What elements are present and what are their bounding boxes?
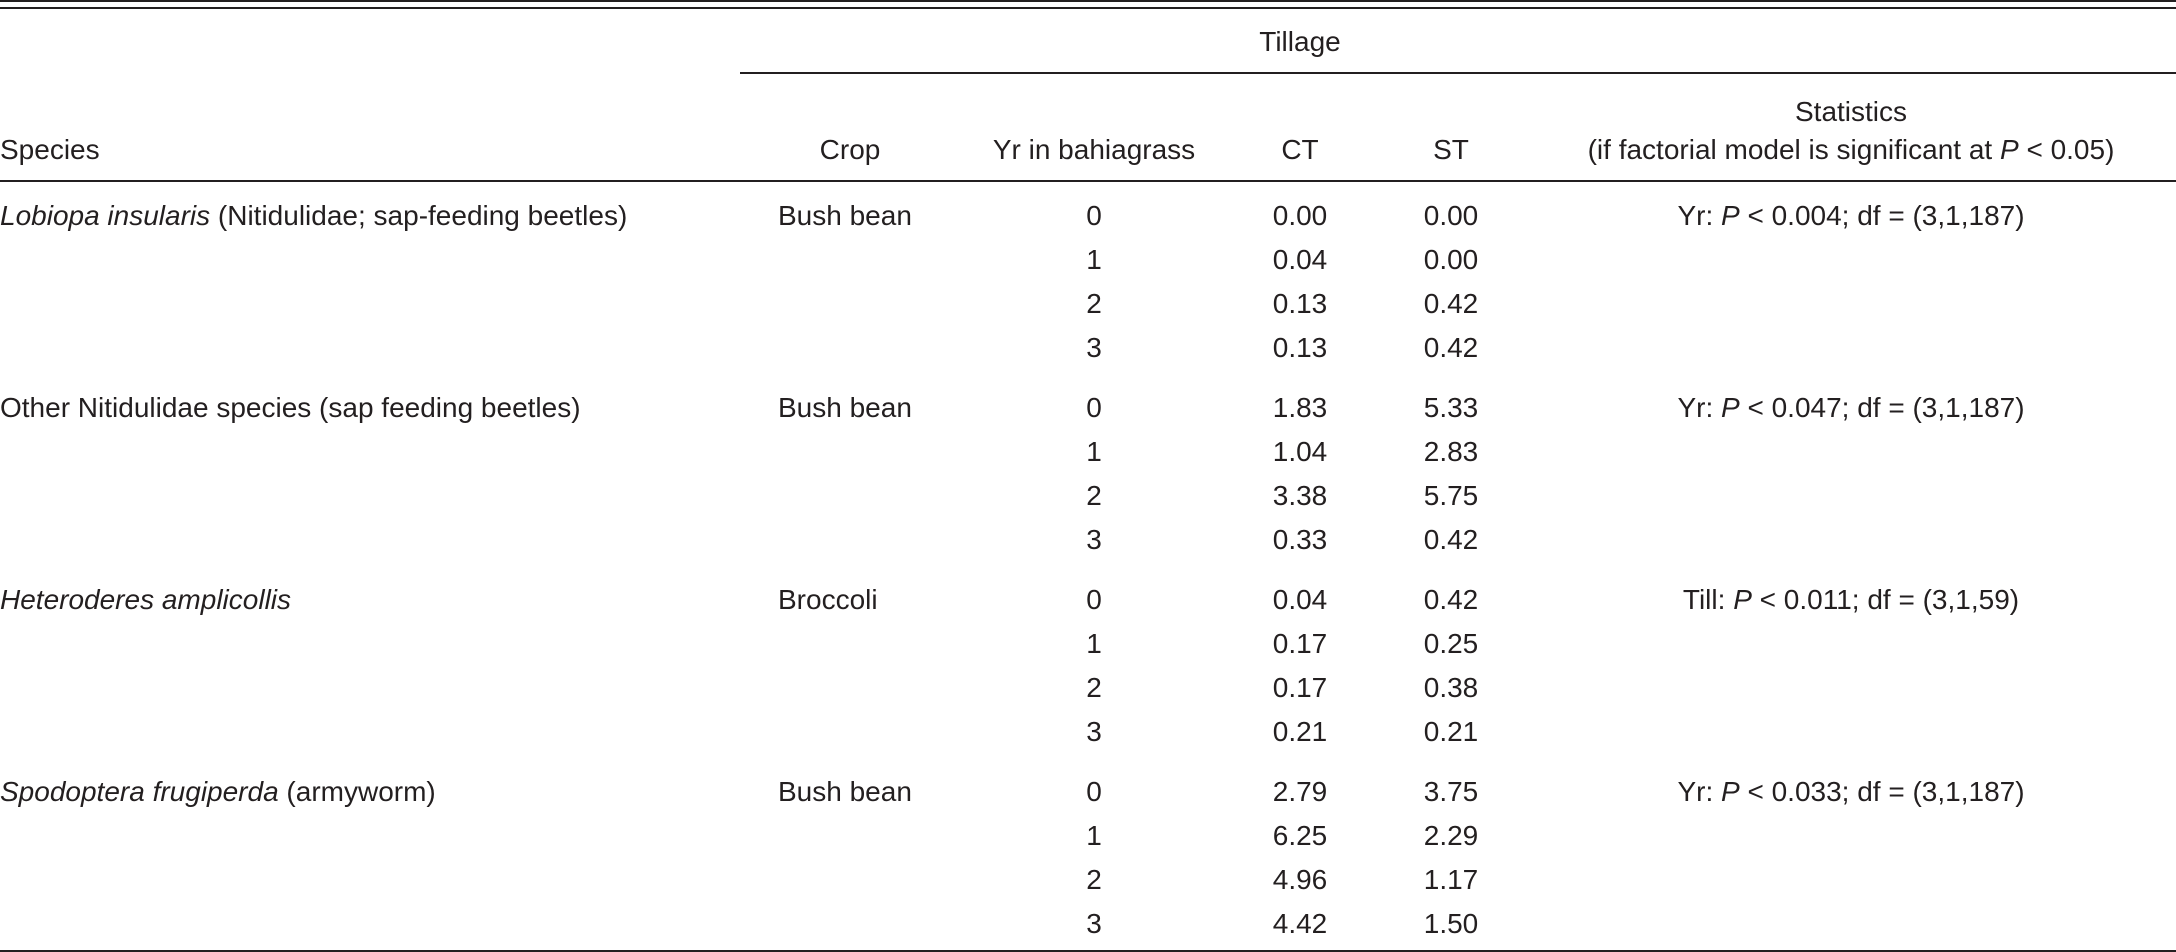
tillage-header: Tillage — [1259, 26, 1341, 57]
st-cell: 0.42 — [1423, 524, 1479, 555]
yr-cell: 2 — [1086, 672, 1102, 703]
yr-cell: 1 — [1086, 244, 1102, 275]
yr-cell: 0 — [1086, 776, 1102, 807]
crop-name: Broccoli — [778, 584, 878, 615]
st-cell: 0.38 — [1423, 672, 1479, 703]
st-cell: 0.21 — [1423, 716, 1479, 747]
yr-cell: 1 — [1086, 436, 1102, 467]
st-cell: 0.42 — [1423, 584, 1479, 615]
st-cell: 0.00 — [1423, 200, 1479, 231]
yr-cell: 0 — [1086, 584, 1102, 615]
statistics-result: Yr: P < 0.004; df = (3,1,187) — [1677, 200, 2025, 231]
ct-cell: 3.38 — [1272, 480, 1328, 511]
tillage-spanner-rule — [740, 72, 2176, 74]
ct-cell: 2.79 — [1272, 776, 1328, 807]
st-cell: 1.50 — [1423, 908, 1479, 939]
st-cell: 0.25 — [1423, 628, 1479, 659]
species-name: Spodoptera frugiperda (armyworm) — [0, 776, 436, 807]
species-name: Heteroderes amplicollis — [0, 584, 292, 615]
ct-cell: 0.04 — [1272, 244, 1328, 275]
statistics-column-subheader: (if factorial model is significant at P … — [1587, 134, 2115, 165]
ct-cell: 4.96 — [1272, 864, 1328, 895]
statistics-column-header: Statistics — [1794, 96, 1908, 127]
crop-name: Bush bean — [778, 200, 912, 231]
top-rule-outer — [0, 0, 2176, 2]
table-row: 0 2.79 3.75 — [0, 776, 2176, 820]
statistics-result: Yr: P < 0.047; df = (3,1,187) — [1677, 392, 2025, 423]
yr-cell: 1 — [1086, 628, 1102, 659]
header-rule — [0, 180, 2176, 182]
yr-cell: 3 — [1086, 908, 1102, 939]
statistics-result: Till: P < 0.011; df = (3,1,59) — [1682, 584, 2020, 615]
crop-column-header: Crop — [819, 134, 881, 165]
table-row: 1 6.25 2.29 — [0, 820, 2176, 864]
yr-cell: 3 — [1086, 716, 1102, 747]
yr-cell: 2 — [1086, 480, 1102, 511]
yr-cell: 2 — [1086, 288, 1102, 319]
yr-cell: 3 — [1086, 524, 1102, 555]
ct-cell: 0.17 — [1272, 672, 1328, 703]
ct-cell: 0.04 — [1272, 584, 1328, 615]
ct-cell: 0.21 — [1272, 716, 1328, 747]
statistics-result: Yr: P < 0.033; df = (3,1,187) — [1677, 776, 2025, 807]
table-row: 0 1.83 5.33 — [0, 392, 2176, 436]
ct-cell: 0.00 — [1272, 200, 1328, 231]
yr-cell: 3 — [1086, 332, 1102, 363]
ct-cell: 0.17 — [1272, 628, 1328, 659]
st-cell: 0.42 — [1423, 332, 1479, 363]
ct-cell: 0.13 — [1272, 332, 1328, 363]
st-cell: 1.17 — [1423, 864, 1479, 895]
table-row: 3 0.33 0.42 — [0, 524, 2176, 568]
top-rule-inner — [0, 7, 2176, 9]
table-row: 3 0.13 0.42 — [0, 332, 2176, 376]
ct-cell: 0.33 — [1272, 524, 1328, 555]
crop-name: Bush bean — [778, 776, 912, 807]
table-row: 3 4.42 1.50 — [0, 908, 2176, 952]
st-cell: 3.75 — [1423, 776, 1479, 807]
ct-cell: 1.83 — [1272, 392, 1328, 423]
species-name: Lobiopa insularis (Nitidulidae; sap-feed… — [0, 200, 628, 231]
species-column-header: Species — [0, 134, 100, 165]
table-row: 0 0.00 0.00 — [0, 200, 2176, 244]
ct-cell: 4.42 — [1272, 908, 1328, 939]
st-cell: 5.33 — [1423, 392, 1479, 423]
table-row: 2 0.17 0.38 — [0, 672, 2176, 716]
yr-column-header: Yr in bahiagrass — [992, 134, 1196, 165]
species-name: Other Nitidulidae species (sap feeding b… — [0, 392, 581, 423]
ct-cell: 1.04 — [1272, 436, 1328, 467]
st-cell: 2.29 — [1423, 820, 1479, 851]
table-row: 1 0.17 0.25 — [0, 628, 2176, 672]
st-cell: 2.83 — [1423, 436, 1479, 467]
st-cell: 0.42 — [1423, 288, 1479, 319]
st-cell: 0.00 — [1423, 244, 1479, 275]
bottom-rule — [0, 950, 2176, 952]
yr-cell: 2 — [1086, 864, 1102, 895]
table-row: 3 0.21 0.21 — [0, 716, 2176, 760]
ct-cell: 6.25 — [1272, 820, 1328, 851]
st-column-header: ST — [1433, 134, 1469, 165]
table-row: 1 0.04 0.00 — [0, 244, 2176, 288]
table-row: 1 1.04 2.83 — [0, 436, 2176, 480]
yr-cell: 0 — [1086, 392, 1102, 423]
table-row: 2 3.38 5.75 — [0, 480, 2176, 524]
st-cell: 5.75 — [1423, 480, 1479, 511]
table-row: 2 0.13 0.42 — [0, 288, 2176, 332]
yr-cell: 1 — [1086, 820, 1102, 851]
table-row: 0 0.04 0.42 — [0, 584, 2176, 628]
crop-name: Bush bean — [778, 392, 912, 423]
yr-cell: 0 — [1086, 200, 1102, 231]
ct-cell: 0.13 — [1272, 288, 1328, 319]
ct-column-header: CT — [1281, 134, 1319, 165]
table-row: 2 4.96 1.17 — [0, 864, 2176, 908]
